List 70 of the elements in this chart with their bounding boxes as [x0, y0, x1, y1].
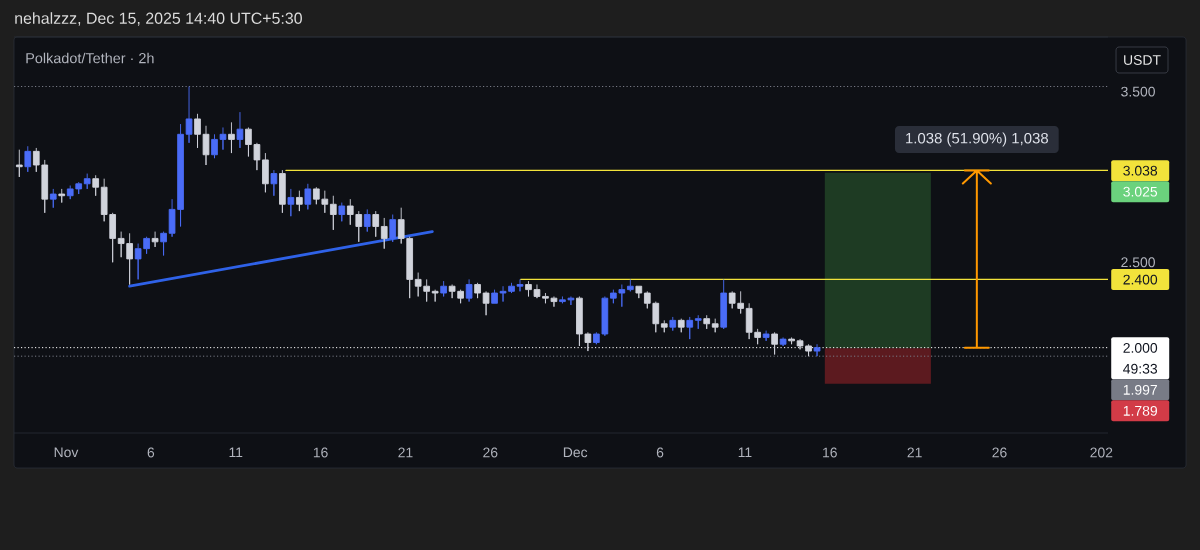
data-label: 2.400 [1123, 274, 1158, 285]
ref-line-label: 2.000 [1123, 342, 1158, 353]
candlestick [270, 169, 278, 197]
x-tick-label: Nov [54, 447, 79, 458]
text: 49:33 [1123, 363, 1158, 374]
text: 3.025 [1123, 186, 1158, 197]
candlestick [660, 319, 668, 333]
candlestick [635, 285, 643, 299]
candlestick [380, 217, 388, 250]
candlestick [389, 214, 397, 243]
x-tick-label: 6 [656, 447, 664, 458]
candlestick [363, 208, 371, 233]
x-tick-label: 21 [907, 447, 922, 458]
candlestick [83, 173, 91, 190]
candlestick [338, 202, 346, 222]
candlestick [279, 169, 286, 214]
candlestick [465, 278, 473, 303]
candlestick [474, 282, 481, 299]
text: 1.997 [1123, 384, 1157, 395]
candlestick [92, 174, 100, 197]
candlestick [703, 314, 711, 330]
candlestick [431, 289, 439, 303]
x-tick-label: 16 [823, 447, 837, 458]
candlestick [720, 278, 728, 330]
x-tick-label: 26 [483, 447, 498, 458]
candlestick [151, 231, 159, 248]
candlestick [24, 145, 32, 173]
candlestick [296, 190, 303, 212]
candlestick [677, 318, 685, 333]
text: Polkadot/Tether · 2h [26, 52, 154, 64]
candlestick [329, 195, 337, 231]
candlestick [813, 343, 821, 357]
x-tick-label: Dec [563, 447, 588, 458]
x-tick-label: 21 [398, 447, 413, 458]
x-tick-label: 6 [147, 447, 155, 458]
y-tick-label: 2.500 [1121, 257, 1155, 268]
candlestick [771, 331, 778, 355]
candlestick [15, 149, 23, 178]
x-tick-label: 26 [992, 447, 1007, 458]
y-tick-label: 3.500 [1121, 86, 1155, 97]
x-tick-label: 16 [313, 447, 328, 458]
candlestick [516, 278, 524, 292]
candlestick [711, 318, 719, 333]
candlestick [372, 210, 380, 238]
candlestick [160, 231, 167, 256]
candlestick [762, 330, 770, 342]
candlestick [236, 111, 244, 149]
x-tick-label: 11 [738, 447, 752, 458]
candlestick [49, 188, 57, 209]
candlestick [788, 336, 795, 345]
candlestick [686, 316, 694, 340]
candlestick [304, 183, 312, 210]
candlestick [228, 121, 235, 154]
candlestick [669, 316, 677, 332]
x-tick-label: 11 [229, 447, 243, 458]
candlestick [779, 336, 787, 347]
candlestick [627, 278, 634, 292]
chart-title: nehalzzz, Dec 15, 2025 14:40 UTC+5:30 [15, 12, 302, 26]
annotation: 1.038 (51.90%) 1,038 [906, 132, 1049, 147]
candlestick [287, 188, 295, 217]
x-tick-label: 202 [1090, 447, 1113, 458]
candlestick [262, 152, 269, 193]
candlestick [694, 314, 702, 330]
candlestick [185, 86, 193, 144]
candlestick [440, 280, 447, 297]
data-label: 3.038 [1123, 165, 1158, 176]
candlestick [482, 290, 490, 316]
text: 1.789 [1123, 405, 1157, 416]
candlestick [58, 188, 66, 204]
y-axis-title: USDT [1124, 55, 1161, 65]
